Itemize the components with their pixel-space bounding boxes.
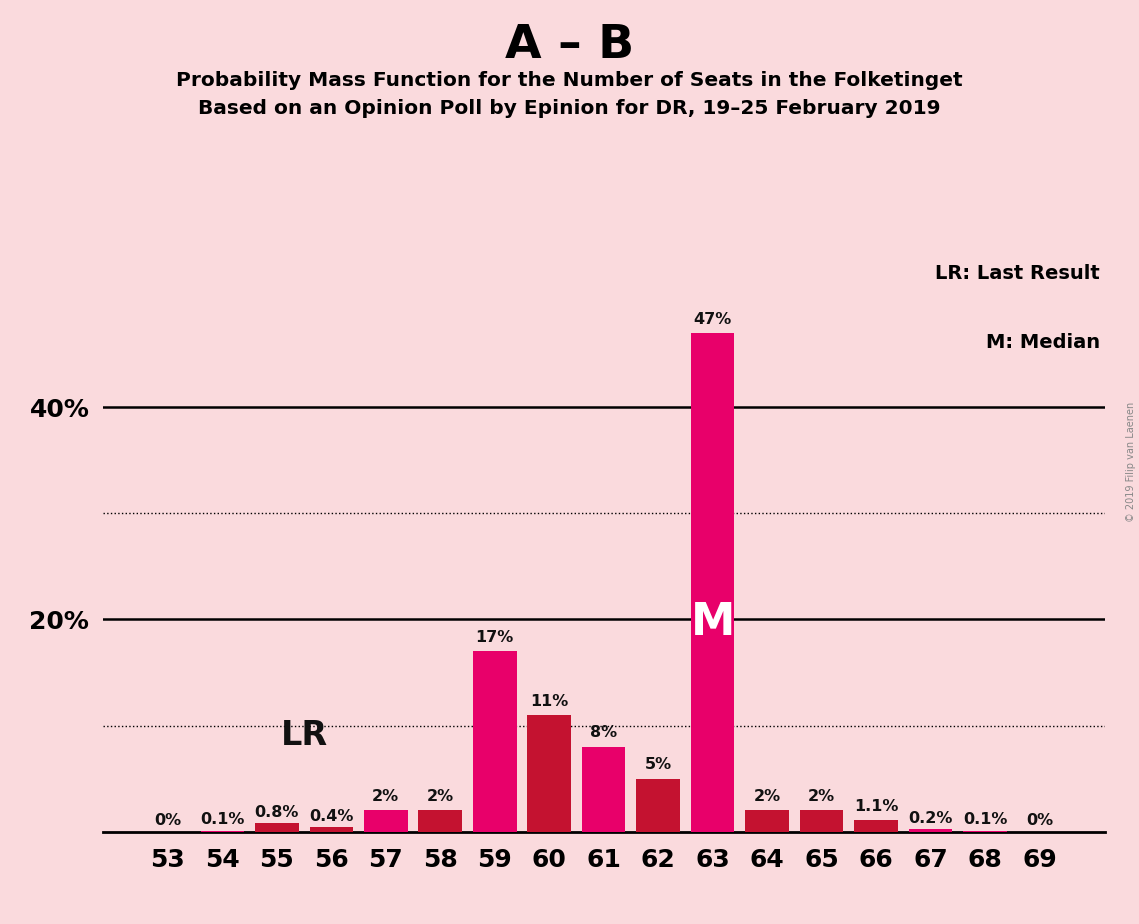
- Text: 8%: 8%: [590, 725, 617, 740]
- Text: 17%: 17%: [476, 630, 514, 645]
- Bar: [745, 810, 789, 832]
- Text: © 2019 Filip van Laenen: © 2019 Filip van Laenen: [1125, 402, 1136, 522]
- Text: LR: LR: [280, 719, 328, 752]
- Text: Based on an Opinion Poll by Epinion for DR, 19–25 February 2019: Based on an Opinion Poll by Epinion for …: [198, 99, 941, 118]
- Bar: [200, 831, 244, 832]
- Text: 0.8%: 0.8%: [255, 805, 300, 820]
- Bar: [255, 823, 298, 832]
- Text: 0%: 0%: [1026, 813, 1054, 829]
- Text: 2%: 2%: [754, 789, 780, 804]
- Text: M: M: [690, 601, 735, 644]
- Text: 2%: 2%: [808, 789, 835, 804]
- Bar: [964, 831, 1007, 832]
- Text: 11%: 11%: [530, 694, 568, 709]
- Bar: [909, 830, 952, 832]
- Text: 0.1%: 0.1%: [962, 812, 1007, 827]
- Text: LR: Last Result: LR: Last Result: [935, 264, 1100, 284]
- Text: 47%: 47%: [694, 311, 731, 326]
- Bar: [637, 779, 680, 832]
- Text: 2%: 2%: [372, 789, 400, 804]
- Bar: [527, 715, 571, 832]
- Bar: [691, 333, 735, 832]
- Text: 1.1%: 1.1%: [854, 798, 899, 813]
- Bar: [473, 651, 516, 832]
- Text: Probability Mass Function for the Number of Seats in the Folketinget: Probability Mass Function for the Number…: [177, 71, 962, 91]
- Text: 5%: 5%: [645, 757, 672, 772]
- Text: 0.4%: 0.4%: [309, 809, 353, 824]
- Bar: [800, 810, 843, 832]
- Text: A – B: A – B: [505, 23, 634, 68]
- Bar: [418, 810, 462, 832]
- Bar: [854, 820, 898, 832]
- Text: 2%: 2%: [427, 789, 453, 804]
- Text: 0.1%: 0.1%: [200, 812, 245, 827]
- Bar: [310, 827, 353, 832]
- Text: 0%: 0%: [154, 813, 181, 829]
- Text: 0.2%: 0.2%: [908, 811, 952, 826]
- Bar: [582, 747, 625, 832]
- Text: M: Median: M: Median: [985, 334, 1100, 352]
- Bar: [364, 810, 408, 832]
